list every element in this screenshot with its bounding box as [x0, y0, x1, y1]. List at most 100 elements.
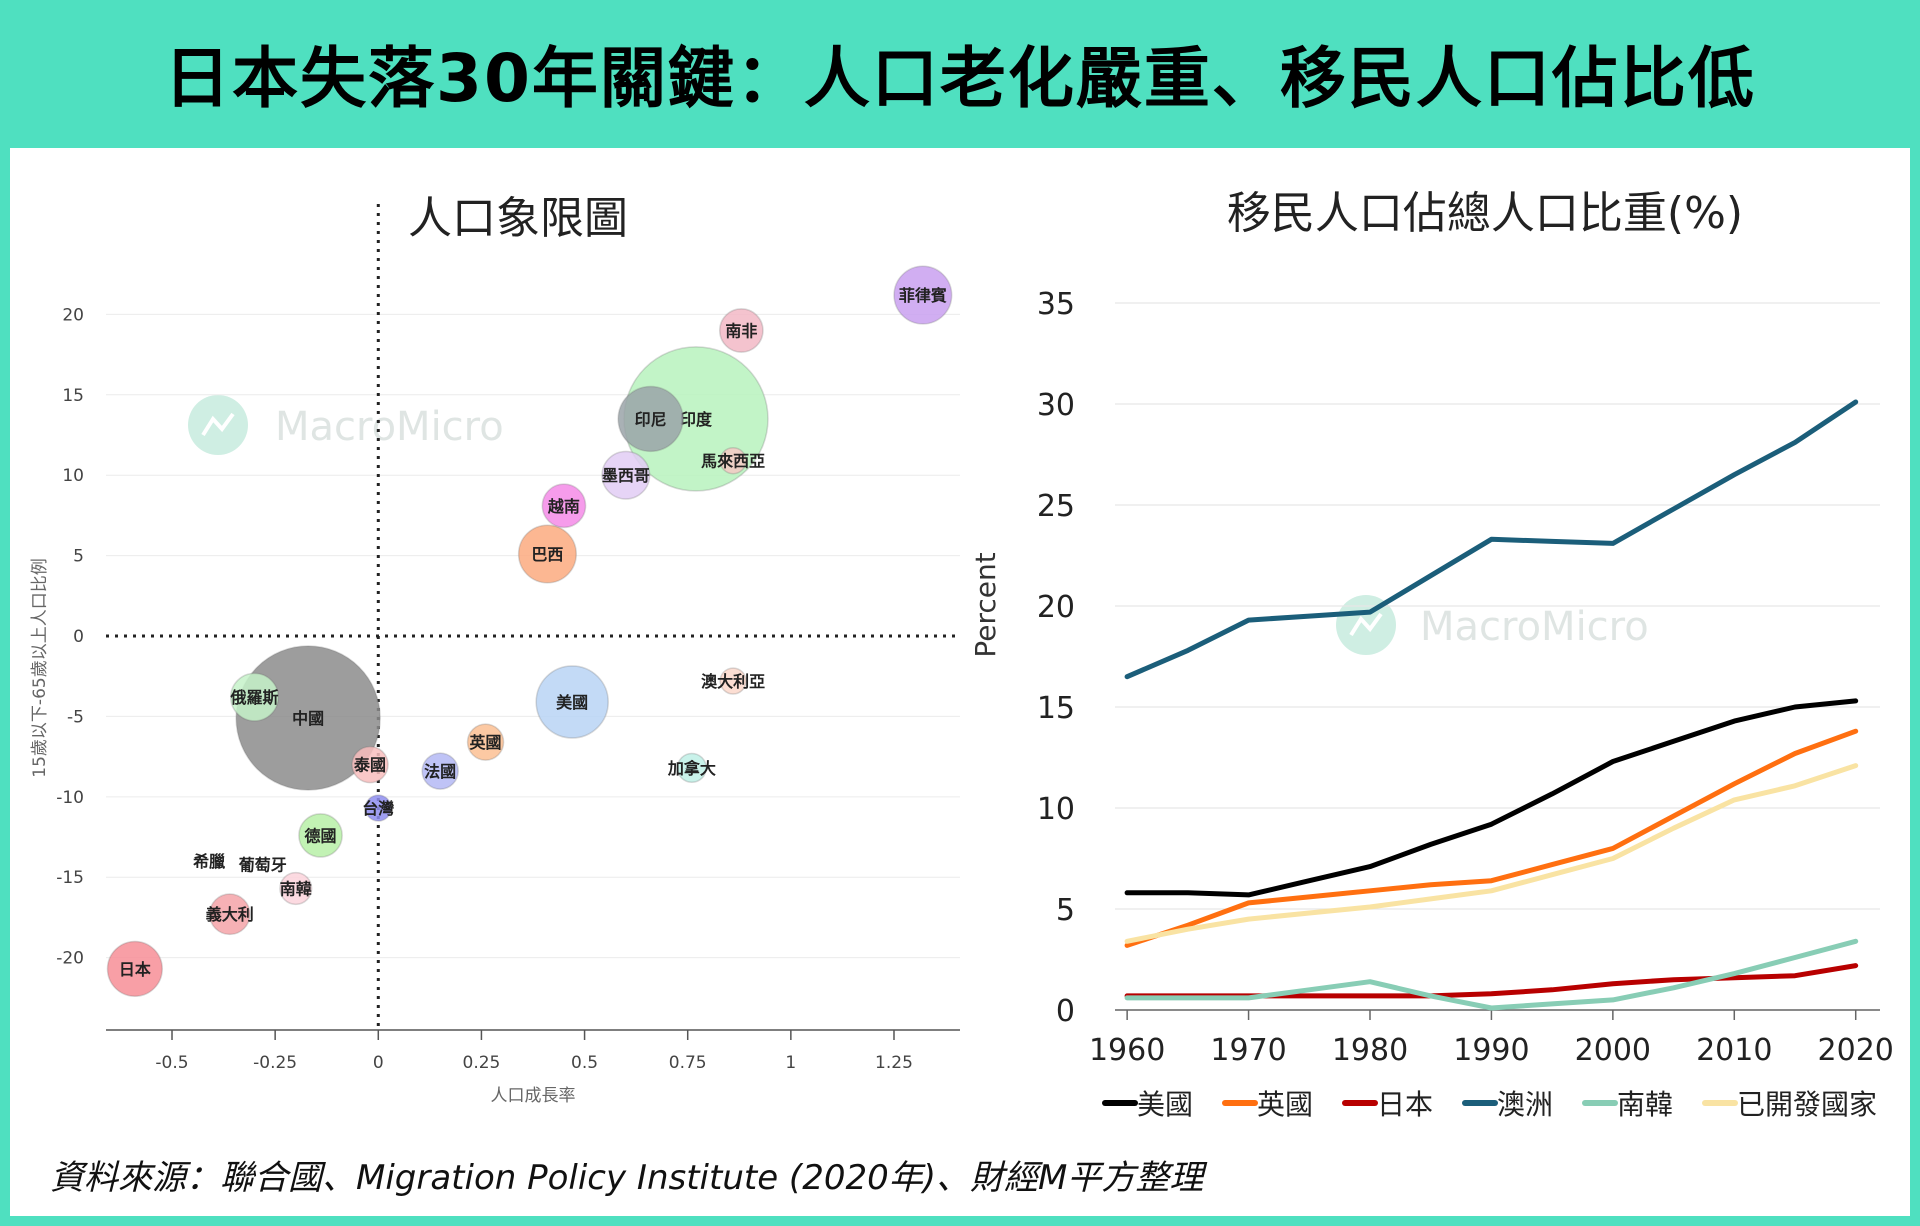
- bubble-circle: [208, 893, 251, 936]
- bubble: 南韓: [279, 871, 313, 906]
- series-line-澳洲: [1124, 399, 1859, 680]
- x-tick-label: 1970: [1210, 1033, 1286, 1068]
- right-x-ticks: 1960 1970 1980 1990 2000 2010 2020: [1089, 1010, 1894, 1068]
- left-x-ticks: -0.5 -0.25 0 0.25 0.5 0.75 1 1.25: [155, 1030, 913, 1073]
- bubble-label: 菲律賓: [899, 286, 947, 305]
- bubble-circle: [364, 794, 392, 822]
- bubble-label: 希臘: [193, 852, 225, 871]
- bubble: 加拿大: [667, 752, 716, 784]
- left-chart-title: 人口象限圖: [408, 193, 628, 244]
- bubble: 葡萄牙: [238, 855, 287, 874]
- bubble-label: 巴西: [531, 545, 563, 564]
- bubble: 德國: [298, 813, 343, 858]
- bubble-label: 德國: [305, 826, 337, 845]
- left-x-axis-label: 人口成長率: [491, 1086, 576, 1106]
- y-tick-label: 20: [62, 305, 84, 325]
- y-tick-label: 10: [1037, 792, 1075, 827]
- x-tick-label: -0.25: [253, 1053, 297, 1073]
- header: 日本失落30年關鍵：人口老化嚴重、移民人口佔比低: [0, 0, 1920, 145]
- right-chart-title: 移民人口佔總人口比重(%): [1227, 188, 1743, 239]
- y-tick-label: -5: [67, 707, 84, 727]
- y-tick-label: 15: [62, 386, 84, 406]
- x-tick-label: 2010: [1696, 1033, 1772, 1068]
- bubble-label: 南韓: [280, 879, 312, 898]
- bubble-label: 台灣: [362, 799, 394, 818]
- y-tick-label: 35: [1037, 287, 1075, 322]
- right-y-ticks: 0 5 10 15 20 25 30 35: [1037, 287, 1075, 1029]
- x-tick-label: 0.75: [669, 1053, 707, 1073]
- legend-item: 已開發國家: [1702, 1088, 1877, 1121]
- y-tick-label: 25: [1037, 489, 1075, 524]
- bubble-label: 墨西哥: [602, 466, 650, 485]
- bubble-circle: [298, 813, 343, 858]
- bubble-circle: [617, 385, 684, 453]
- y-tick-label: -10: [56, 788, 84, 808]
- y-tick-label: -15: [56, 868, 84, 888]
- chart-panel: MacroMicro 人口象限圖 -0.5 -0.25 0 0.25 0.5 0.75 1 1…: [10, 148, 1910, 1216]
- bubble-circle: [421, 752, 459, 790]
- bubble: 希臘: [193, 852, 225, 871]
- bubble-circle: [351, 745, 389, 784]
- bubble-label: 澳大利亞: [701, 672, 765, 691]
- x-tick-label: 2020: [1818, 1033, 1894, 1068]
- bubble-circle: [466, 723, 505, 761]
- bubble-label: 法國: [424, 762, 456, 781]
- x-tick-label: 0: [373, 1053, 384, 1073]
- legend-label: 日本: [1377, 1088, 1433, 1121]
- bubble: 印尼: [617, 385, 684, 453]
- bubble-circle: [230, 672, 280, 722]
- page-title: 日本失落30年關鍵：人口老化嚴重、移民人口佔比低: [164, 39, 1756, 117]
- watermark-text: MacroMicro: [275, 404, 504, 450]
- bubble-circle: [541, 483, 587, 529]
- right-watermark: MacroMicro: [1336, 595, 1649, 655]
- series-line-南韓: [1124, 938, 1859, 1011]
- y-tick-label: 15: [1037, 691, 1075, 726]
- bubble-label: 英國: [469, 733, 502, 752]
- bubble-label: 越南: [547, 497, 580, 516]
- x-tick-label: 0.5: [571, 1053, 598, 1073]
- bubble: 台灣: [362, 794, 394, 822]
- bubble-chart: MacroMicro 人口象限圖 -0.5 -0.25 0 0.25 0.5 0.75 1 1…: [30, 193, 960, 1106]
- bubble-label: 泰國: [353, 756, 386, 775]
- legend-item: 英國: [1222, 1088, 1313, 1121]
- legend-item: 南韓: [1582, 1088, 1673, 1121]
- bubble-label: 加拿大: [667, 759, 716, 778]
- bubble: 義大利: [206, 893, 254, 936]
- x-tick-label: 1960: [1089, 1033, 1165, 1068]
- bubble: 馬來西亞: [701, 447, 765, 475]
- series-line-已開發國家: [1124, 763, 1859, 944]
- x-tick-label: 1990: [1453, 1033, 1529, 1068]
- legend-item: 澳洲: [1462, 1088, 1553, 1121]
- bubble-label: 義大利: [206, 905, 254, 924]
- y-tick-label: 20: [1037, 590, 1075, 625]
- bubble-circle: [676, 752, 707, 784]
- left-watermark: MacroMicro: [188, 395, 504, 455]
- y-tick-label: 0: [73, 627, 84, 647]
- y-tick-label: -20: [56, 949, 84, 969]
- bubble-label: 俄羅斯: [230, 688, 279, 707]
- bubble-circle: [106, 940, 163, 998]
- legend-label: 澳洲: [1497, 1088, 1553, 1121]
- y-tick-label: 30: [1037, 388, 1075, 423]
- bubble-label: 印度: [680, 410, 713, 429]
- bubble: 英國: [466, 723, 505, 761]
- bubble: 泰國: [351, 745, 389, 784]
- line-chart: MacroMicro 移民人口佔總人口比重(%) 1960 1970 1980 199…: [969, 188, 1894, 1121]
- bubble-label: 馬來西亞: [701, 452, 765, 471]
- bubble-circle: [535, 665, 609, 739]
- legend-label: 南韓: [1617, 1088, 1673, 1121]
- bubble: 俄羅斯: [230, 672, 280, 722]
- x-tick-label: 1.25: [875, 1053, 913, 1073]
- watermark-text: MacroMicro: [1420, 604, 1649, 650]
- bubble: 南非: [718, 308, 764, 353]
- y-tick-label: 0: [1056, 994, 1075, 1029]
- bubble-circle: [719, 447, 747, 475]
- bubble: 澳大利亞: [701, 667, 765, 695]
- bubble: 菲律賓: [893, 265, 953, 325]
- series-line-英國: [1124, 728, 1859, 948]
- bubble-label: 美國: [556, 693, 588, 712]
- y-tick-label: 10: [62, 466, 84, 486]
- right-gridlines: [1115, 302, 1880, 1011]
- x-tick-label: 2000: [1575, 1033, 1651, 1068]
